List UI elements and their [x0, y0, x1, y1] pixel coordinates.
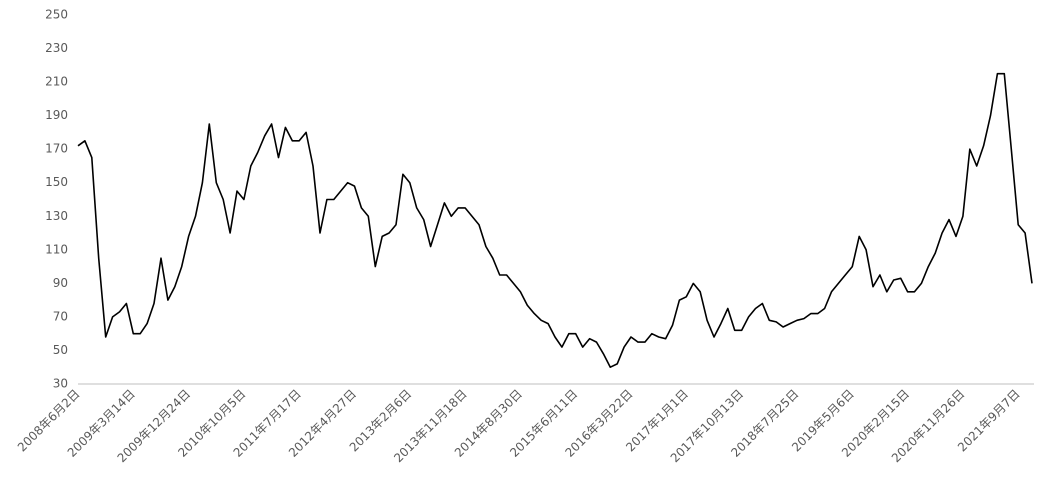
y-tick-label: 190 [45, 108, 68, 122]
y-tick-label: 150 [45, 175, 68, 189]
line [77, 72, 1033, 368]
y-tick-label: 70 [53, 309, 68, 323]
y-tick-label: 210 [45, 75, 68, 89]
y-tick-label: 110 [45, 242, 68, 256]
y-tick-label: 250 [45, 8, 68, 22]
y-tick-label: 50 [53, 343, 68, 357]
y-tick-label: 90 [53, 276, 68, 290]
y-tick-label: 230 [45, 41, 68, 55]
y-tick-label: 30 [53, 377, 68, 391]
y-tick-label: 170 [45, 142, 68, 156]
y-tick-label: 130 [45, 209, 68, 223]
